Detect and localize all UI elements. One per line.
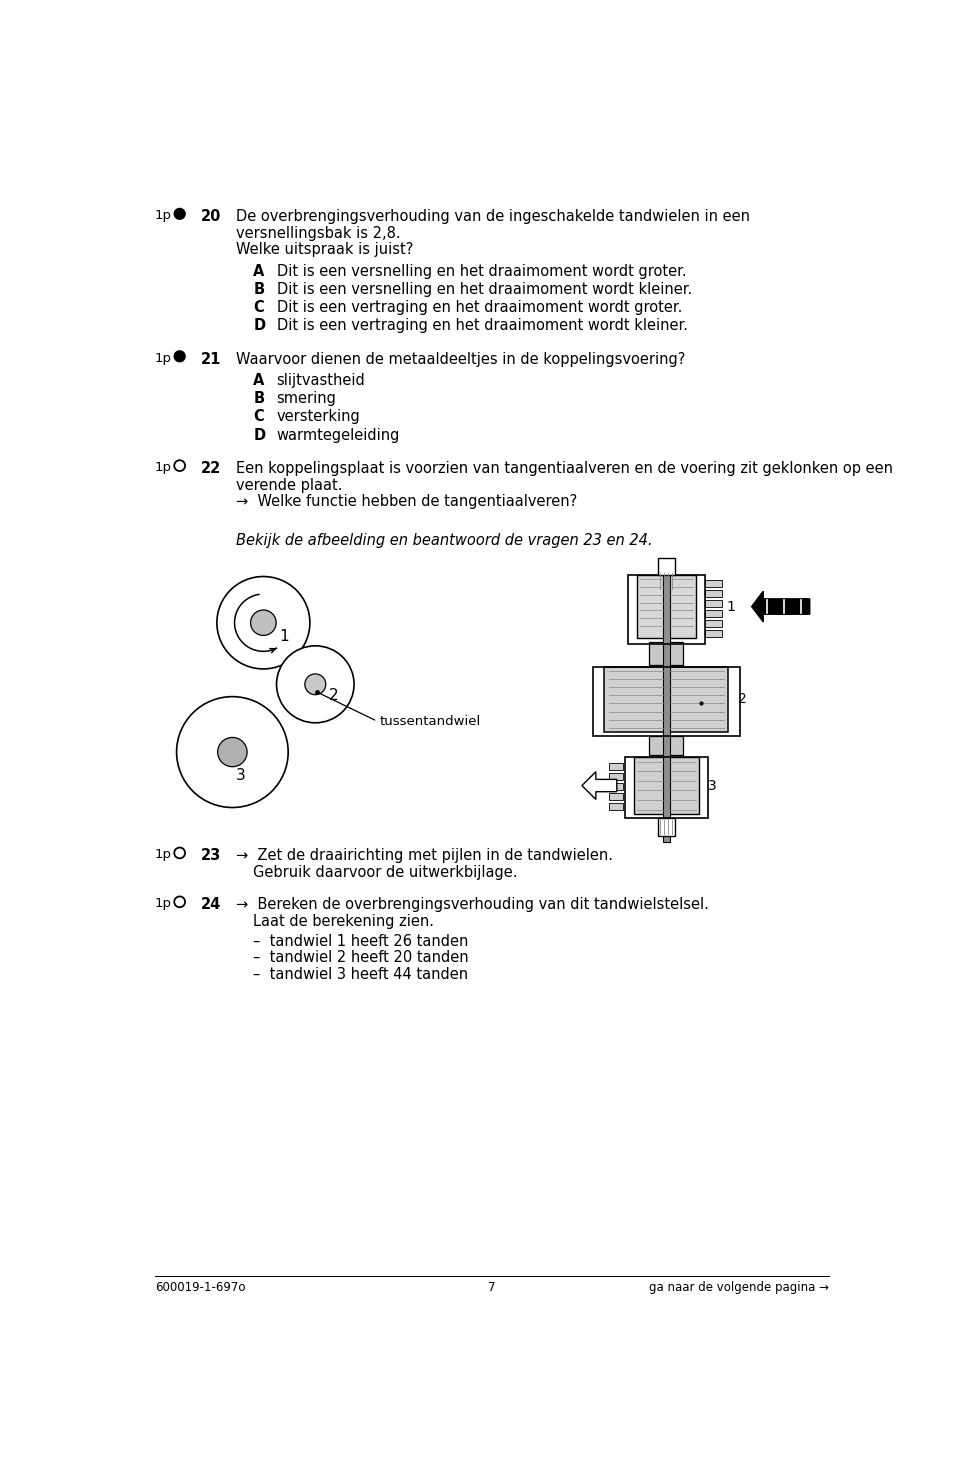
Text: Dit is een versnelling en het draaimoment wordt kleiner.: Dit is een versnelling en het draaimomen…	[276, 282, 692, 296]
Text: 2: 2	[328, 687, 338, 703]
Text: 21: 21	[202, 352, 222, 367]
Text: warmtegeleiding: warmtegeleiding	[276, 427, 400, 442]
Bar	[706, 591, 722, 597]
Text: –  tandwiel 3 heeft 44 tanden: – tandwiel 3 heeft 44 tanden	[253, 967, 468, 982]
Text: 1p: 1p	[155, 849, 172, 861]
Text: 1p: 1p	[155, 352, 172, 364]
Circle shape	[305, 674, 325, 694]
Polygon shape	[752, 591, 809, 622]
Text: A: A	[253, 373, 265, 388]
Polygon shape	[582, 772, 616, 799]
Text: 1p: 1p	[155, 898, 172, 911]
Bar	[662, 569, 670, 842]
Bar	[706, 610, 722, 618]
Bar	[706, 621, 722, 628]
Text: smering: smering	[276, 391, 336, 407]
Text: slijtvastheid: slijtvastheid	[276, 373, 366, 388]
Bar	[625, 756, 708, 818]
Text: 1: 1	[727, 600, 735, 613]
Text: ga naar de volgende pagina →: ga naar de volgende pagina →	[649, 1281, 829, 1294]
Text: Welke uitspraak is juist?: Welke uitspraak is juist?	[236, 242, 414, 258]
Text: 600019-1-697o: 600019-1-697o	[155, 1281, 246, 1294]
Text: Waarvoor dienen de metaaldeeltjes in de koppelingsvoering?: Waarvoor dienen de metaaldeeltjes in de …	[236, 352, 685, 367]
Text: Een koppelingsplaat is voorzien van tangentiaalveren en de voering zit geklonken: Een koppelingsplaat is voorzien van tang…	[236, 461, 893, 476]
Text: Dit is een vertraging en het draaimoment wordt groter.: Dit is een vertraging en het draaimoment…	[276, 301, 682, 315]
Text: versnellingsbak is 2,8.: versnellingsbak is 2,8.	[236, 226, 401, 240]
Bar	[628, 575, 706, 644]
Text: 24: 24	[202, 898, 222, 912]
Text: 2: 2	[737, 693, 747, 706]
Text: 1p: 1p	[155, 209, 172, 223]
Bar	[649, 736, 684, 755]
Text: tussentandwiel: tussentandwiel	[379, 715, 481, 728]
Text: 7: 7	[489, 1281, 495, 1294]
Text: Dit is een versnelling en het draaimoment wordt groter.: Dit is een versnelling en het draaimomen…	[276, 264, 686, 279]
Text: 20: 20	[202, 209, 222, 224]
Text: Laat de berekening zien.: Laat de berekening zien.	[253, 914, 434, 929]
Text: A: A	[253, 264, 265, 279]
Text: Gebruik daarvoor de uitwerkbijlage.: Gebruik daarvoor de uitwerkbijlage.	[253, 865, 517, 880]
Text: 3: 3	[236, 768, 246, 783]
Text: verende plaat.: verende plaat.	[236, 478, 343, 492]
Text: Bekijk de afbeelding en beantwoord de vragen 23 en 24.: Bekijk de afbeelding en beantwoord de vr…	[236, 532, 653, 548]
Text: –  tandwiel 2 heeft 20 tanden: – tandwiel 2 heeft 20 tanden	[253, 951, 468, 965]
Text: versterking: versterking	[276, 410, 360, 425]
Bar	[609, 764, 623, 769]
Bar	[609, 783, 623, 790]
Bar	[706, 600, 722, 607]
Circle shape	[276, 646, 354, 722]
Text: 23: 23	[202, 849, 222, 864]
Text: Dit is een vertraging en het draaimoment wordt kleiner.: Dit is een vertraging en het draaimoment…	[276, 318, 687, 333]
Circle shape	[175, 208, 185, 220]
Bar	[634, 756, 699, 815]
Text: →  Zet de draairichting met pijlen in de tandwielen.: → Zet de draairichting met pijlen in de …	[236, 849, 613, 864]
Text: De overbrengingsverhouding van de ingeschakelde tandwielen in een: De overbrengingsverhouding van de ingesc…	[236, 209, 751, 224]
Text: D: D	[253, 318, 265, 333]
Bar	[658, 818, 675, 836]
Text: →  Bereken de overbrengingsverhouding van dit tandwielstelsel.: → Bereken de overbrengingsverhouding van…	[236, 898, 709, 912]
Bar	[636, 575, 696, 638]
Bar	[706, 581, 722, 587]
Circle shape	[217, 576, 310, 669]
Bar	[609, 803, 623, 809]
Circle shape	[218, 737, 247, 766]
Bar	[592, 666, 740, 736]
Text: C: C	[253, 301, 264, 315]
Circle shape	[177, 697, 288, 808]
Bar	[649, 643, 684, 665]
Text: B: B	[253, 282, 264, 296]
Text: 22: 22	[202, 461, 222, 476]
Bar	[609, 793, 623, 800]
Text: →  Welke functie hebben de tangentiaalveren?: → Welke functie hebben de tangentiaalver…	[236, 494, 578, 509]
Circle shape	[175, 351, 185, 361]
Bar	[609, 772, 623, 780]
Bar	[658, 559, 675, 575]
Text: 3: 3	[708, 778, 717, 793]
Text: D: D	[253, 427, 265, 442]
Bar	[605, 666, 729, 733]
Text: B: B	[253, 391, 264, 407]
Text: –  tandwiel 1 heeft 26 tanden: – tandwiel 1 heeft 26 tanden	[253, 935, 468, 949]
Text: 1p: 1p	[155, 461, 172, 475]
Text: 1: 1	[278, 629, 289, 644]
Text: C: C	[253, 410, 264, 425]
Bar	[706, 631, 722, 637]
Circle shape	[251, 610, 276, 635]
